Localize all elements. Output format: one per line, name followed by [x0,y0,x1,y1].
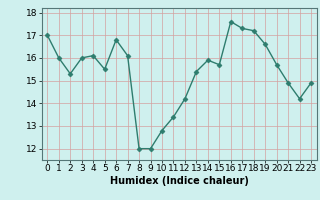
X-axis label: Humidex (Indice chaleur): Humidex (Indice chaleur) [110,176,249,186]
